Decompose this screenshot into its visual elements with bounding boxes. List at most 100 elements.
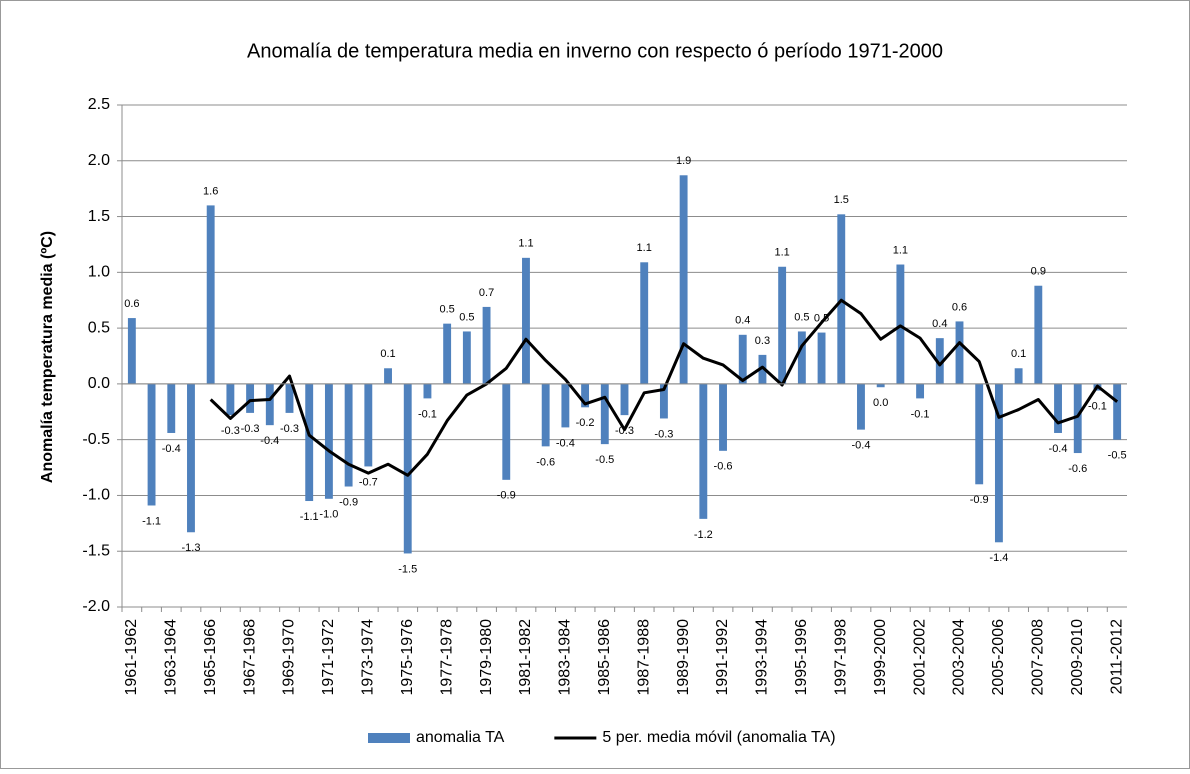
data-label: 0.7 bbox=[479, 287, 494, 299]
data-label: -0.6 bbox=[536, 456, 555, 468]
data-label: -0.3 bbox=[280, 423, 299, 435]
x-tick-label: 1973-1974 bbox=[360, 619, 377, 696]
chart-title: Anomalía de temperatura media en inverno… bbox=[247, 40, 943, 62]
bar bbox=[581, 383, 590, 408]
bar bbox=[522, 257, 530, 384]
data-label: -0.4 bbox=[556, 437, 575, 449]
x-tick-label: 1993-1994 bbox=[754, 619, 771, 696]
x-tick-label: 2009-2010 bbox=[1069, 619, 1086, 696]
x-tick-label: 1985-1986 bbox=[596, 619, 613, 696]
x-tick-label: 1987-1988 bbox=[635, 619, 652, 696]
bar bbox=[1054, 383, 1062, 433]
data-label: -0.5 bbox=[595, 454, 614, 466]
x-tick-label: 1975-1976 bbox=[399, 619, 416, 696]
bar bbox=[955, 321, 964, 384]
y-tick-label: 0.0 bbox=[88, 375, 110, 392]
data-label: -0.6 bbox=[1068, 463, 1087, 475]
data-label: -0.4 bbox=[162, 443, 181, 455]
bar bbox=[935, 338, 944, 384]
data-label: -0.2 bbox=[576, 417, 595, 429]
bar bbox=[975, 383, 984, 485]
data-label: 1.1 bbox=[774, 247, 789, 259]
y-tick-label: 1.0 bbox=[88, 264, 110, 281]
data-label: -0.3 bbox=[221, 425, 240, 437]
bar bbox=[206, 205, 215, 384]
data-label: -0.7 bbox=[359, 476, 378, 488]
bar bbox=[1034, 285, 1043, 384]
data-label: 0.5 bbox=[439, 304, 454, 316]
line bbox=[209, 298, 1119, 477]
bar bbox=[187, 383, 195, 533]
bar bbox=[1014, 368, 1023, 384]
x-tick-label: 1961-1962 bbox=[123, 619, 140, 696]
data-label: -0.4 bbox=[260, 435, 279, 447]
bar bbox=[876, 383, 885, 388]
data-label: -1.5 bbox=[398, 563, 417, 575]
bar bbox=[1073, 383, 1082, 454]
data-label: -1.4 bbox=[989, 552, 1008, 564]
bar bbox=[778, 266, 787, 384]
x-tick-label: 1969-1970 bbox=[281, 619, 298, 696]
data-label: 0.4 bbox=[932, 318, 947, 330]
legend-label: 5 per. media móvil (anomalia TA) bbox=[602, 729, 835, 746]
data-label: 1.1 bbox=[637, 242, 652, 254]
y-tick-label: -2.0 bbox=[82, 598, 110, 615]
bar bbox=[502, 383, 511, 480]
x-tick-label: 1979-1980 bbox=[478, 619, 495, 696]
bar bbox=[699, 383, 708, 519]
x-tick-label: 1997-1998 bbox=[832, 619, 849, 696]
x-tick-label: 1965-1966 bbox=[202, 619, 219, 696]
data-label: 0.4 bbox=[735, 315, 750, 327]
bar bbox=[679, 175, 688, 384]
data-label: 0.5 bbox=[794, 311, 809, 323]
x-tick-label: 1989-1990 bbox=[675, 619, 692, 696]
data-label: 1.1 bbox=[518, 238, 533, 250]
x-tick-label: 2003-2004 bbox=[951, 619, 968, 696]
y-tick-label: -1.5 bbox=[82, 542, 110, 559]
data-label: -0.3 bbox=[241, 423, 260, 435]
data-label: 0.0 bbox=[873, 397, 888, 409]
data-label: -1.1 bbox=[142, 515, 161, 527]
bar bbox=[482, 306, 491, 384]
bar bbox=[994, 383, 1003, 543]
bar bbox=[324, 383, 333, 499]
bar bbox=[640, 262, 649, 384]
data-label: -0.5 bbox=[1108, 450, 1127, 462]
bar bbox=[600, 383, 609, 445]
x-tick-label: 1967-1968 bbox=[241, 619, 258, 696]
data-label: 1.6 bbox=[203, 185, 218, 197]
bar bbox=[620, 383, 629, 416]
x-tick-label: 2011-2012 bbox=[1108, 619, 1125, 694]
bar bbox=[364, 383, 373, 467]
y-tick-label: -1.0 bbox=[82, 487, 110, 504]
data-label: 1.1 bbox=[893, 244, 908, 256]
bar bbox=[443, 323, 452, 384]
bar bbox=[797, 331, 806, 384]
bar bbox=[817, 332, 826, 384]
data-label: -0.1 bbox=[1088, 400, 1107, 412]
y-tick-label: 2.5 bbox=[88, 96, 110, 113]
bar bbox=[226, 383, 235, 416]
data-label: -0.9 bbox=[970, 494, 989, 506]
bar bbox=[147, 383, 156, 506]
data-label: 0.1 bbox=[1011, 348, 1026, 360]
legend-swatch bbox=[368, 733, 410, 743]
data-label: 1.5 bbox=[834, 194, 849, 206]
bar bbox=[265, 383, 274, 426]
y-tick-label: 1.5 bbox=[88, 208, 110, 225]
y-tick-label: 2.0 bbox=[88, 152, 110, 169]
data-label: -0.4 bbox=[1049, 443, 1068, 455]
data-label: -0.6 bbox=[714, 461, 733, 473]
x-tick-label: 1995-1996 bbox=[793, 619, 810, 696]
data-label: 0.9 bbox=[1031, 266, 1046, 278]
data-label: -1.3 bbox=[181, 542, 200, 554]
data-label: -1.1 bbox=[300, 511, 319, 523]
data-label: 0.5 bbox=[459, 311, 474, 323]
data-label: 0.3 bbox=[755, 335, 770, 347]
data-label: 0.6 bbox=[124, 298, 139, 310]
data-label: -1.2 bbox=[694, 529, 713, 541]
data-label: -0.9 bbox=[497, 490, 516, 502]
data-label: -0.4 bbox=[851, 440, 870, 452]
bar bbox=[285, 383, 294, 413]
bar bbox=[896, 264, 905, 384]
